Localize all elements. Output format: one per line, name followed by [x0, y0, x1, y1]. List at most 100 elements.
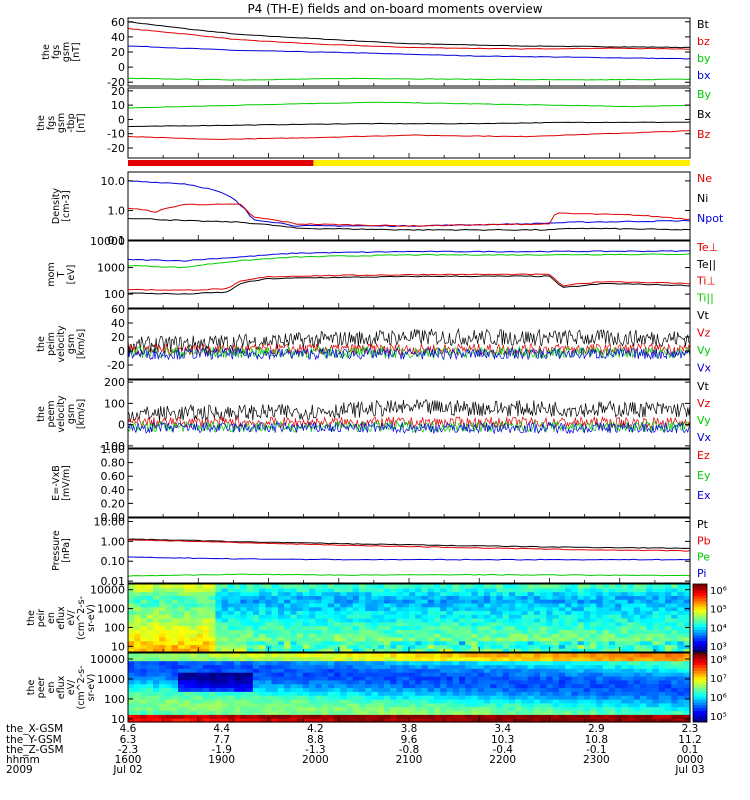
spectrogram-cell	[427, 695, 435, 700]
spectrogram-cell	[521, 718, 529, 723]
spectrogram-cell	[615, 691, 622, 696]
spectrogram-cell	[677, 636, 685, 642]
spectrogram-cell	[196, 687, 204, 692]
spectrogram-cell	[153, 599, 160, 604]
spectrogram-cell	[490, 633, 497, 638]
y-tick-label: 40	[111, 31, 125, 44]
spectrogram-cell	[646, 587, 654, 593]
spectrogram-cell	[128, 602, 135, 608]
spectrogram-cell	[571, 683, 579, 689]
y-axis-label: the	[36, 336, 47, 352]
spectrogram-cell	[415, 676, 422, 681]
spectrogram-cell	[234, 629, 241, 634]
spectrogram-cell	[165, 614, 173, 619]
spectrogram-cell	[146, 614, 154, 619]
spectrogram-cell	[315, 606, 323, 612]
spectrogram-cell	[434, 587, 441, 593]
spectrogram-cell	[315, 618, 323, 623]
spectrogram-cell	[452, 587, 460, 593]
spectrogram-cell	[159, 610, 166, 615]
spectrogram-cell	[627, 584, 635, 589]
spectrogram-cell	[284, 683, 291, 689]
spectrogram-cell	[377, 687, 385, 692]
spectrogram-cell	[677, 714, 685, 719]
y-tick-label: 60	[111, 303, 125, 316]
x-row-value: 2200	[489, 754, 516, 766]
spectrogram-cell	[234, 606, 241, 612]
spectrogram-cell	[384, 584, 391, 589]
spectrogram-cell	[302, 595, 310, 600]
spectrogram-cell	[290, 633, 298, 638]
spectrogram-cell	[459, 668, 466, 673]
legend-Vy: Vy	[697, 344, 711, 357]
spectrogram-cell	[446, 584, 454, 589]
spectrogram-cell	[309, 584, 316, 589]
spectrogram-cell	[409, 618, 416, 623]
spectrogram-cell	[252, 595, 260, 600]
spectrogram-cell	[340, 699, 348, 704]
spectrogram-cell	[533, 621, 541, 627]
spectrogram-cell	[178, 606, 185, 612]
spectrogram-cell	[153, 602, 160, 608]
spectrogram-cell	[571, 602, 579, 608]
spectrogram-cell	[159, 664, 166, 669]
spectrogram-cell	[346, 714, 354, 719]
spectrogram-cell	[171, 676, 179, 681]
spectrogram-cell	[415, 625, 422, 630]
spectrogram-cell	[677, 718, 685, 723]
spectrogram-cell	[384, 714, 391, 719]
spectrogram-cell	[128, 591, 135, 596]
spectrogram-cell	[246, 621, 254, 627]
spectrogram-cell	[490, 702, 497, 708]
spectrogram-cell	[540, 644, 547, 649]
spectrogram-cell	[265, 640, 273, 646]
spectrogram-cell	[552, 599, 560, 604]
spectrogram-cell	[134, 640, 141, 646]
spectrogram-cell	[571, 672, 579, 677]
spectrogram-cell	[515, 664, 522, 669]
y-axis-label: eflux	[56, 606, 67, 630]
spectrogram-cell	[359, 636, 366, 642]
y-tick-label: 0	[118, 61, 125, 74]
spectrogram-cell	[459, 629, 466, 634]
spectrogram-cell	[265, 672, 273, 677]
spectrogram-cell	[546, 610, 554, 615]
spectrogram-cell	[346, 687, 354, 692]
spectrogram-cell	[490, 664, 497, 669]
spectrogram-cell	[277, 714, 285, 719]
series-Vy	[127, 420, 691, 434]
spectrogram-cell	[377, 625, 385, 630]
spectrogram-cell	[652, 644, 660, 649]
spectrogram-cell	[302, 640, 310, 646]
y-axis-label: en	[46, 682, 57, 694]
spectrogram-cell	[296, 656, 304, 662]
spectrogram-cell	[171, 691, 179, 696]
spectrogram-cell	[515, 633, 522, 638]
spectrogram-cell	[346, 621, 354, 627]
spectrogram-cell	[496, 672, 504, 677]
spectrogram-cell	[577, 606, 585, 612]
spectrogram-cell	[602, 614, 610, 619]
spectrogram-cell	[527, 714, 535, 719]
spectrogram-cell	[590, 699, 597, 704]
spectrogram-cell	[215, 636, 223, 642]
spectrogram-cell	[652, 602, 660, 608]
spectrogram-cell	[434, 718, 441, 723]
spectrogram-cell	[146, 636, 154, 642]
spectrogram-cell	[521, 584, 529, 589]
spectrogram-cell	[302, 625, 310, 630]
spectrogram-cell	[471, 633, 479, 638]
spectrogram-cell	[334, 660, 341, 666]
spectrogram-cell	[677, 672, 685, 677]
spectrogram-cell	[309, 606, 316, 612]
spectrogram-cell	[615, 640, 622, 646]
spectrogram-cell	[671, 668, 679, 673]
spectrogram-cell	[502, 699, 510, 704]
spectrogram-cell	[452, 714, 460, 719]
spectrogram-cell	[565, 610, 572, 615]
spectrogram-cell	[346, 644, 354, 649]
spectrogram-cell	[583, 648, 591, 653]
spectrogram-cell	[590, 656, 597, 662]
spectrogram-cell	[340, 599, 348, 604]
spectrogram-cell	[658, 602, 666, 608]
